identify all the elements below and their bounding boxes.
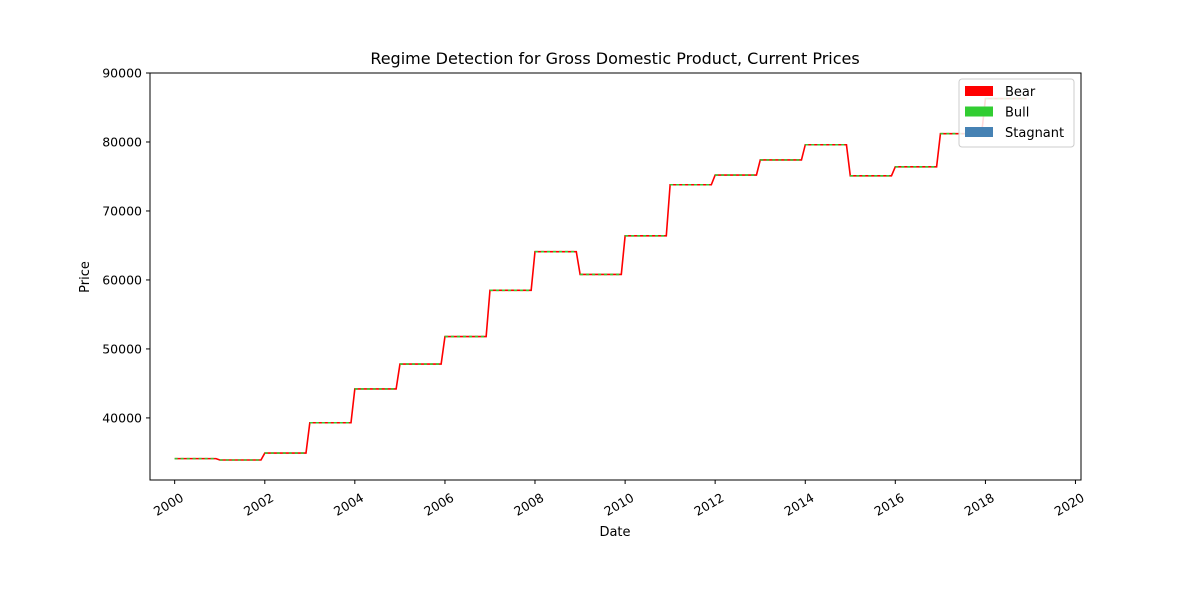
axes-frame (149, 72, 1082, 481)
legend: Bear Bull Stagnant (958, 78, 1075, 148)
chart-title: Regime Detection for Gross Domestic Prod… (370, 49, 859, 68)
legend-swatch-stagnant (965, 127, 993, 137)
legend-swatch-bull (965, 106, 993, 117)
legend-swatch-bear (965, 86, 993, 96)
legend-label-stagnant: Stagnant (1005, 126, 1064, 141)
y-axis-label: Price (78, 261, 93, 293)
legend-label-bull: Bull (1005, 106, 1029, 121)
y-tick-label: 60000 (102, 272, 142, 287)
series-layer (174, 97, 1027, 461)
y-tick-label: 80000 (102, 134, 142, 149)
y-tick-label: 50000 (102, 341, 142, 356)
y-axis-ticks: 40000 50000 60000 70000 80000 90000 (102, 66, 150, 425)
legend-label-bear: Bear (1005, 85, 1036, 100)
y-tick-label: 40000 (102, 410, 142, 425)
y-tick-label: 90000 (102, 66, 142, 81)
y-tick-label: 70000 (102, 203, 142, 218)
plot-area (149, 72, 1082, 481)
x-axis-label: Date (599, 525, 630, 540)
